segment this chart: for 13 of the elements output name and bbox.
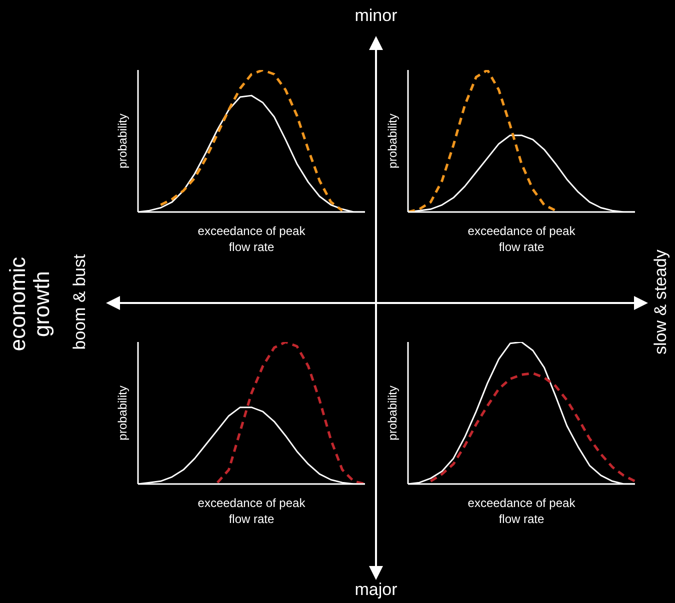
text: slow & steady: [651, 248, 671, 356]
y-axis-title: probability: [385, 114, 400, 168]
y-axis-title: probability: [385, 386, 400, 440]
x-axis-title: exceedance of peak flow rate: [196, 495, 306, 527]
x-axis-title: exceedance of peak flow rate: [466, 223, 576, 255]
y-axis-title: probability: [115, 114, 130, 168]
x-axis-title: exceedance of peak flow rate: [466, 495, 576, 527]
text: major: [354, 580, 398, 600]
text: boom & bust: [70, 253, 90, 352]
y-axis-title: probability: [115, 386, 130, 440]
text: economic growth: [5, 256, 54, 354]
text: minor: [354, 6, 398, 26]
x-axis-title: exceedance of peak flow rate: [196, 223, 306, 255]
